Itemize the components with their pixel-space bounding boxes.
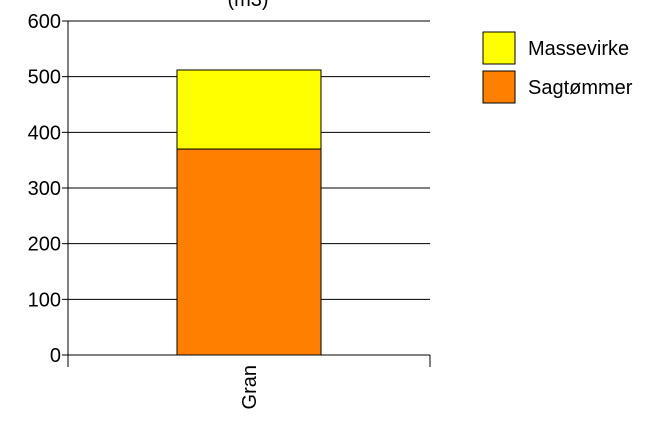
legend-swatch bbox=[482, 31, 516, 65]
legend-label: Sagtømmer bbox=[528, 77, 633, 99]
y-tick-label: 400 bbox=[28, 122, 61, 144]
bar-segment bbox=[176, 69, 322, 150]
legend-swatch bbox=[482, 70, 516, 104]
y-tick-label: 300 bbox=[28, 178, 61, 200]
legend-label: Massevirke bbox=[528, 38, 629, 60]
y-tick-label: 200 bbox=[28, 234, 61, 256]
x-tick-label: Gran bbox=[239, 365, 261, 409]
x-axis-ticks: Gran bbox=[239, 365, 261, 409]
legend: Massevirke Sagtømmer bbox=[482, 31, 633, 104]
y-tick-label: 500 bbox=[28, 67, 61, 89]
bar-segment bbox=[176, 148, 322, 356]
y-tick-label: 0 bbox=[50, 345, 61, 367]
bars bbox=[176, 69, 322, 356]
axes bbox=[62, 21, 431, 367]
y-axis-ticks: 0 100 200 300 400 500 600 bbox=[28, 11, 68, 367]
y-tick-label: 600 bbox=[28, 11, 61, 33]
y-tick-label: 100 bbox=[28, 289, 61, 311]
chart-title: (m3) bbox=[227, 0, 268, 11]
